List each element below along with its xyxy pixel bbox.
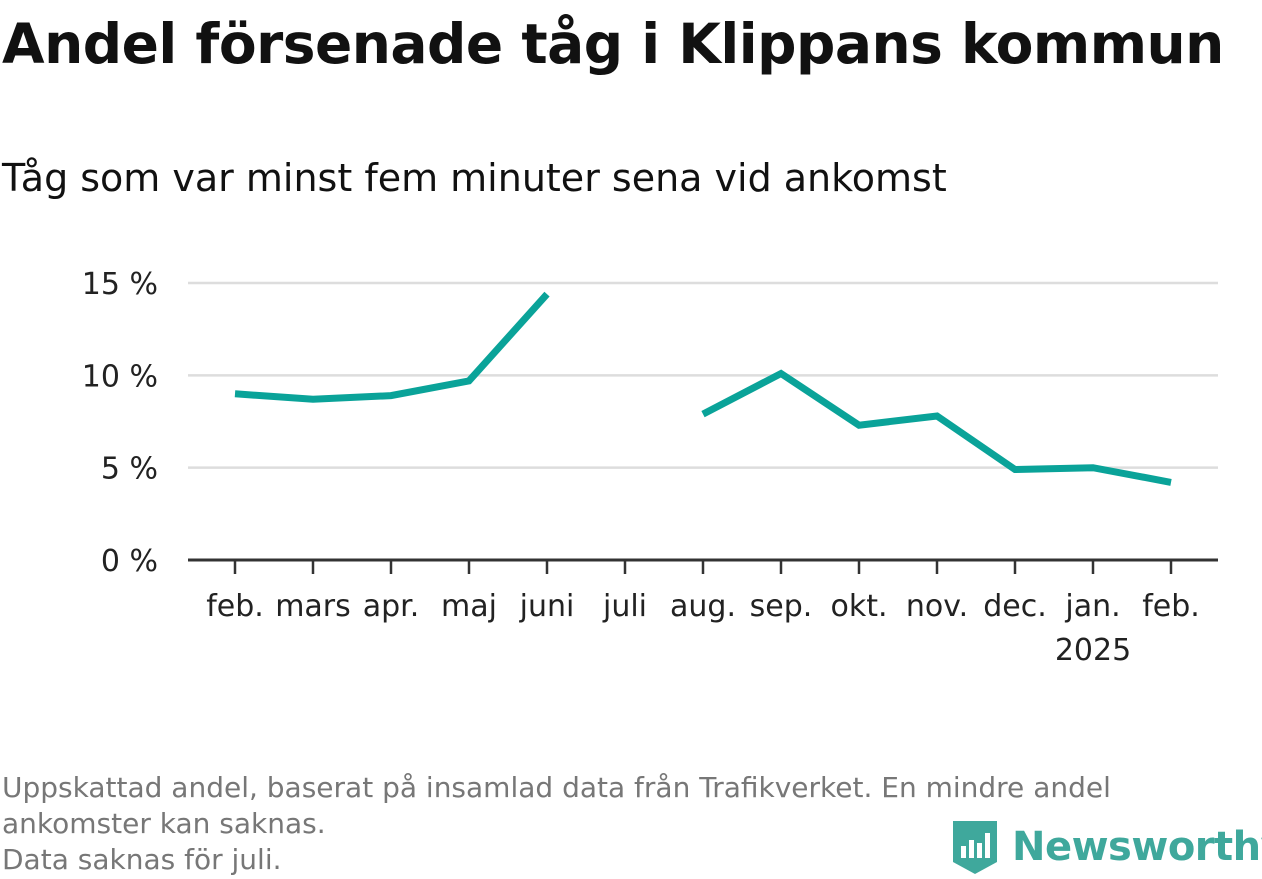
footnote-line: ankomster kan saknas. xyxy=(2,807,326,840)
x-tick-label: apr. xyxy=(363,589,420,624)
footnote-line: Data saknas för juli. xyxy=(2,843,282,876)
x-tick-label: jan. xyxy=(1064,589,1120,624)
y-tick-label: 15 % xyxy=(82,267,158,302)
line-chart: 0 % 5 % 10 % 15 % feb. mars apr. maj juni juli au… xyxy=(82,267,1218,668)
x-tick-label: okt. xyxy=(830,589,887,624)
y-tick-label: 10 % xyxy=(82,359,158,394)
series-lines xyxy=(234,291,1172,486)
x-tick-label: juli xyxy=(602,589,647,624)
y-tick-label: 0 % xyxy=(101,544,158,579)
x-tick-label: juni xyxy=(519,589,575,624)
x-tick-label: feb. xyxy=(1142,589,1200,624)
chart-subtitle: Tåg som var minst fem minuter sena vid a… xyxy=(2,156,947,200)
footnote-line: Uppskattad andel, baserat på insamlad da… xyxy=(2,771,1111,804)
series-line-segment xyxy=(701,369,1172,486)
x-tick-label: maj xyxy=(441,589,497,624)
gridlines xyxy=(188,281,1218,469)
y-axis-labels: 0 % 5 % 10 % 15 % xyxy=(82,267,158,579)
y-tick-label: 5 % xyxy=(101,452,158,487)
x-tick-label: mars xyxy=(275,589,351,624)
series-line-segment xyxy=(234,291,550,403)
x-tick-label: aug. xyxy=(670,589,736,624)
brand-logo: Newsworthy xyxy=(950,818,1262,876)
x-tick-label: nov. xyxy=(906,589,968,624)
newsworthy-logo-icon xyxy=(953,821,997,874)
x-year-label: 2025 xyxy=(1055,633,1131,668)
chart-title: Andel försenade tåg i Klippans kommun xyxy=(2,12,1224,76)
footnote: Uppskattad andel, baserat på insamlad da… xyxy=(2,770,1111,878)
x-tick-label: dec. xyxy=(983,589,1047,624)
brand-name: Newsworthy xyxy=(1012,824,1262,870)
x-tick-label: feb. xyxy=(206,589,264,624)
x-axis: feb. mars apr. maj juni juli aug. sep. okt. nov. d… xyxy=(188,558,1218,668)
x-tick-label: sep. xyxy=(750,589,813,624)
